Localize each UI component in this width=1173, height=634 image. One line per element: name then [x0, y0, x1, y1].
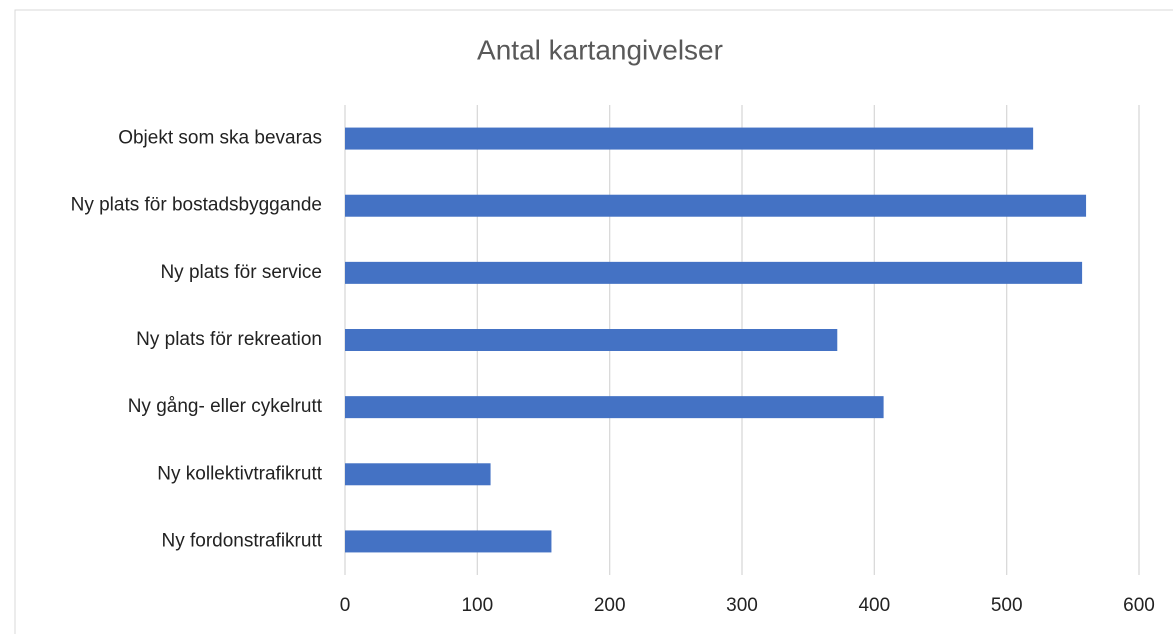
bar [345, 530, 552, 553]
x-tick-label: 500 [991, 595, 1023, 616]
y-tick-label: Ny gång- eller cykelrutt [128, 396, 323, 417]
bar [345, 127, 1034, 150]
chart-border [14, 9, 1173, 634]
y-tick-label: Ny plats för rekreation [136, 329, 322, 350]
x-tick-label: 300 [726, 595, 758, 616]
y-tick-label: Ny plats för bostadsbyggande [71, 195, 322, 216]
chart-title: Antal kartangivelser [477, 34, 723, 65]
bar [345, 261, 1083, 284]
bar [345, 329, 838, 351]
bar [345, 194, 1087, 217]
y-tick-label: Ny fordonstrafikrutt [162, 530, 323, 551]
x-tick-label: 100 [461, 595, 493, 616]
y-tick-label: Objekt som ska bevaras [118, 128, 322, 149]
x-tick-label: 0 [340, 595, 351, 616]
x-tick-label: 600 [1123, 595, 1155, 616]
y-tick-label: Ny plats för service [160, 262, 322, 283]
x-tick-label: 400 [858, 595, 890, 616]
y-tick-label: Ny kollektivtrafikrutt [157, 463, 322, 484]
x-tick-label: 200 [594, 595, 626, 616]
bar [345, 463, 491, 486]
bar [345, 396, 884, 419]
